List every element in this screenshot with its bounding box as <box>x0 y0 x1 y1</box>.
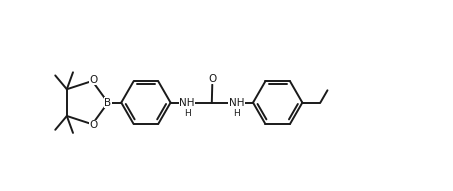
Text: B: B <box>105 98 111 108</box>
Text: H: H <box>234 108 240 117</box>
Text: H: H <box>184 108 191 117</box>
Text: O: O <box>208 74 217 84</box>
Text: O: O <box>90 120 98 130</box>
Text: NH: NH <box>179 98 195 108</box>
Text: O: O <box>90 75 98 85</box>
Text: NH: NH <box>229 98 244 108</box>
